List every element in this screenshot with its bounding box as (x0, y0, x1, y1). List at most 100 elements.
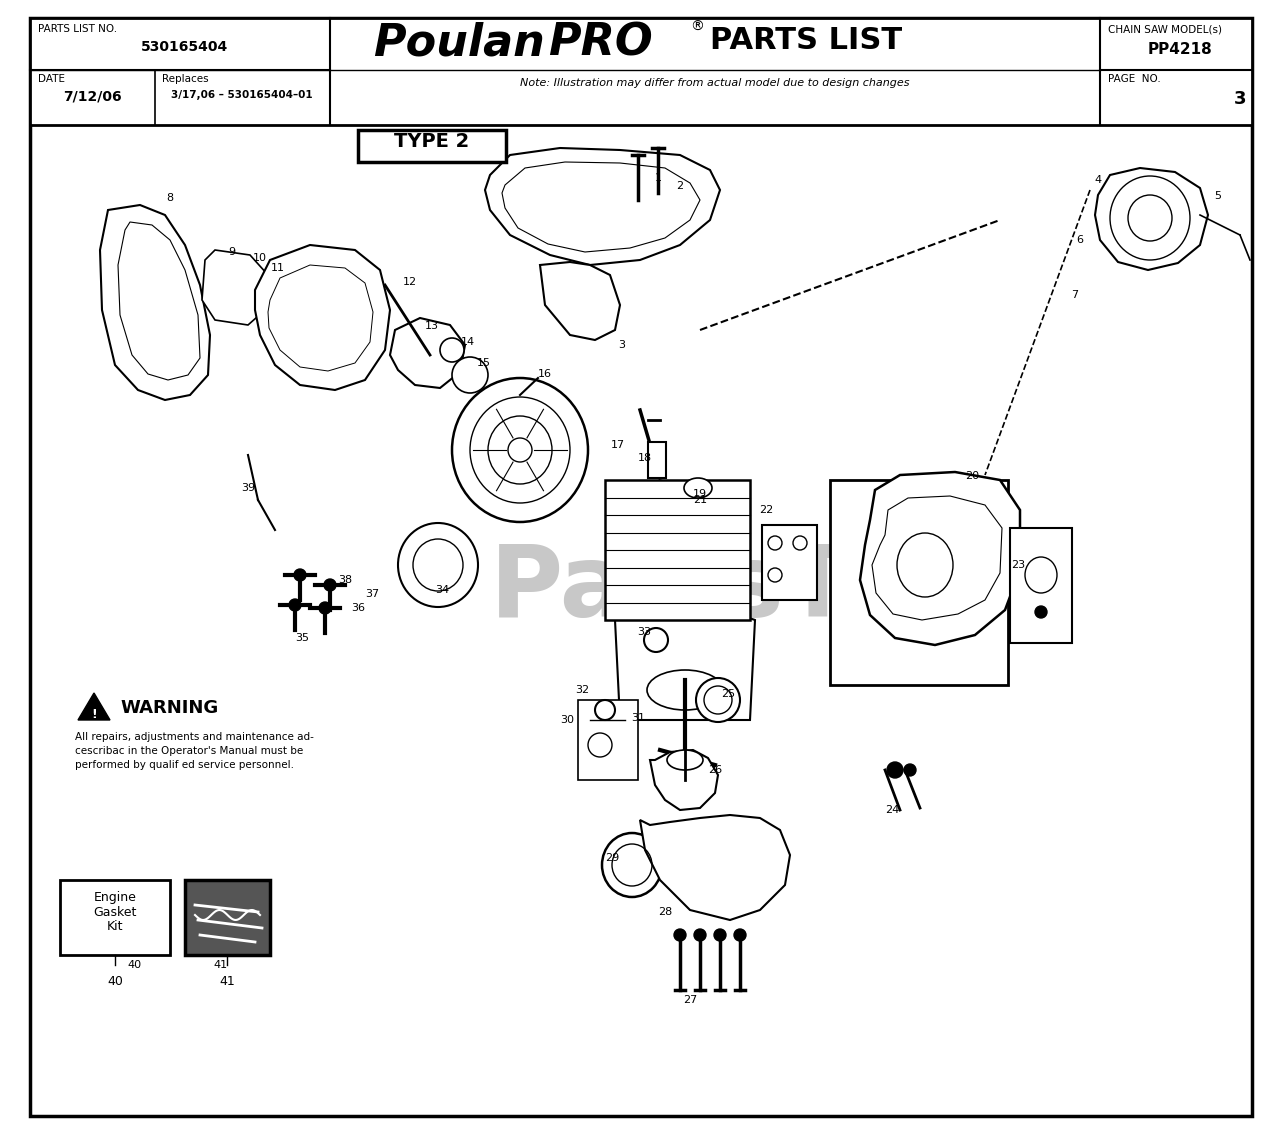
Polygon shape (1094, 168, 1208, 270)
Text: Poulan: Poulan (374, 22, 545, 65)
Text: 30: 30 (561, 716, 573, 725)
Polygon shape (202, 249, 268, 325)
Text: 2: 2 (676, 181, 684, 191)
Text: 26: 26 (708, 765, 722, 775)
Text: ™: ™ (790, 550, 818, 578)
Polygon shape (860, 472, 1020, 645)
Text: 1: 1 (654, 174, 662, 183)
Text: PARTS LIST NO.: PARTS LIST NO. (38, 24, 118, 34)
Bar (60, 880, 170, 955)
Ellipse shape (324, 579, 335, 591)
Text: 16: 16 (538, 369, 552, 379)
Text: PARTS LIST: PARTS LIST (710, 26, 902, 56)
Polygon shape (640, 815, 790, 920)
Text: 19: 19 (692, 489, 707, 499)
Text: 3/17,06 – 530165404–01: 3/17,06 – 530165404–01 (172, 90, 312, 100)
Text: 6: 6 (1076, 235, 1083, 245)
Ellipse shape (452, 378, 588, 522)
Text: ®: ® (690, 20, 704, 34)
Text: 31: 31 (631, 713, 645, 723)
Ellipse shape (646, 670, 723, 710)
Text: 17: 17 (611, 440, 625, 450)
Text: 22: 22 (759, 505, 773, 515)
Text: cescribac in the Operator's Manual must be: cescribac in the Operator's Manual must … (76, 746, 303, 756)
Text: 530165404: 530165404 (141, 40, 229, 54)
Text: performed by qualif ed service personnel.: performed by qualif ed service personnel… (76, 760, 294, 770)
Text: 14: 14 (461, 337, 475, 347)
Text: PAGE  NO.: PAGE NO. (1108, 74, 1161, 84)
Text: 3: 3 (1234, 90, 1247, 108)
Text: !: ! (91, 708, 97, 720)
Text: 4: 4 (1094, 175, 1102, 185)
Text: WARNING: WARNING (120, 699, 219, 717)
Bar (829, 480, 1009, 685)
Text: 33: 33 (637, 627, 652, 637)
Text: 32: 32 (575, 685, 589, 695)
Text: 23: 23 (1011, 560, 1025, 570)
Polygon shape (485, 149, 719, 265)
Text: Replaces: Replaces (163, 74, 209, 84)
Text: CHAIN SAW MODEL(s): CHAIN SAW MODEL(s) (1108, 24, 1222, 34)
Ellipse shape (887, 762, 902, 778)
Bar (762, 525, 817, 600)
Ellipse shape (1036, 606, 1047, 618)
Ellipse shape (904, 764, 916, 776)
Ellipse shape (398, 523, 477, 607)
Text: 11: 11 (271, 263, 285, 273)
Text: 25: 25 (721, 689, 735, 699)
Ellipse shape (294, 569, 306, 581)
Polygon shape (78, 693, 110, 720)
Bar (29, 18, 1252, 125)
Text: 40: 40 (128, 960, 142, 970)
Ellipse shape (440, 338, 465, 362)
Text: TYPE 2: TYPE 2 (394, 132, 470, 151)
Text: 27: 27 (682, 995, 698, 1005)
Bar (648, 442, 666, 479)
Text: PRO: PRO (548, 22, 653, 65)
Text: PartsTre: PartsTre (490, 542, 959, 638)
Ellipse shape (694, 929, 707, 941)
Text: 7/12/06: 7/12/06 (63, 90, 122, 104)
Bar (579, 700, 637, 780)
Ellipse shape (714, 929, 726, 941)
Text: 10: 10 (253, 253, 268, 263)
Bar (186, 880, 270, 955)
Text: DATE: DATE (38, 74, 65, 84)
Bar (358, 130, 506, 162)
Text: PP4218: PP4218 (1148, 42, 1212, 57)
Ellipse shape (452, 357, 488, 393)
Text: Note: Illustration may differ from actual model due to design changes: Note: Illustration may differ from actua… (520, 78, 910, 88)
Ellipse shape (684, 479, 712, 498)
Polygon shape (100, 205, 210, 400)
Text: All repairs, adjustments and maintenance ad-: All repairs, adjustments and maintenance… (76, 733, 314, 742)
Polygon shape (540, 262, 620, 340)
Polygon shape (650, 750, 718, 810)
Text: 15: 15 (477, 358, 492, 369)
Polygon shape (255, 245, 390, 390)
Text: 37: 37 (365, 589, 379, 599)
Text: 40: 40 (108, 975, 123, 988)
Text: 24: 24 (884, 805, 899, 815)
Ellipse shape (675, 929, 686, 941)
Ellipse shape (733, 929, 746, 941)
Ellipse shape (508, 438, 532, 462)
Text: 29: 29 (605, 853, 620, 863)
Text: 36: 36 (351, 603, 365, 613)
Ellipse shape (1128, 195, 1172, 242)
Text: 28: 28 (658, 907, 672, 917)
Text: 20: 20 (965, 471, 979, 481)
Text: 5: 5 (1215, 191, 1221, 201)
Text: 21: 21 (692, 496, 707, 505)
Text: 7: 7 (1071, 290, 1079, 301)
Text: 8: 8 (166, 193, 174, 203)
Bar (1010, 528, 1073, 643)
Text: 9: 9 (228, 247, 236, 257)
Text: 41: 41 (219, 975, 234, 988)
Ellipse shape (696, 678, 740, 722)
Text: 34: 34 (435, 585, 449, 595)
Ellipse shape (602, 833, 662, 897)
Polygon shape (614, 615, 755, 720)
Ellipse shape (667, 750, 703, 770)
Ellipse shape (319, 602, 332, 613)
Text: 18: 18 (637, 452, 652, 463)
